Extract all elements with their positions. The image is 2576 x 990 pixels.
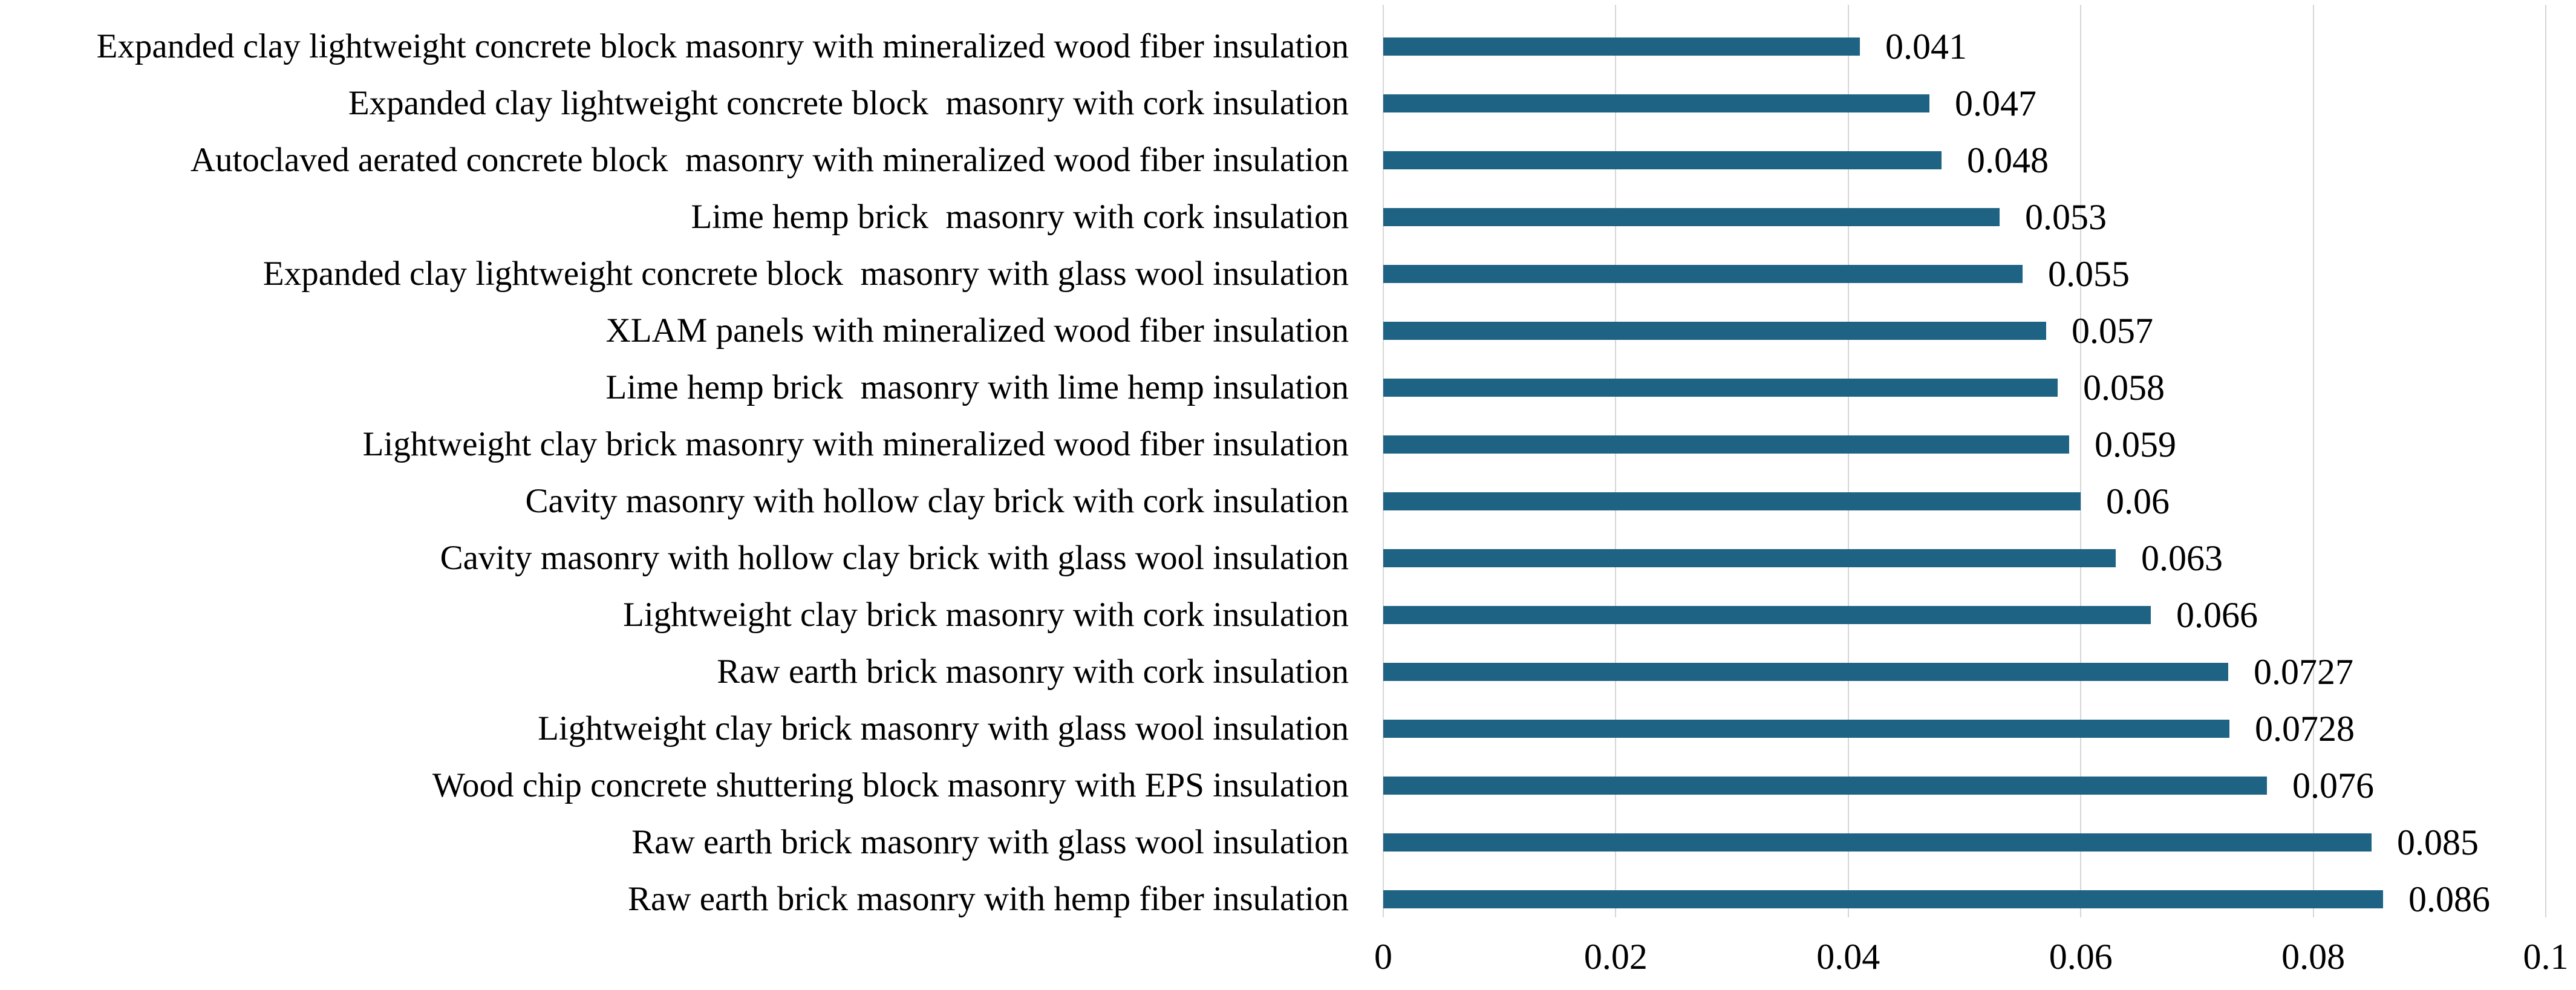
category-label: Wood chip concrete shuttering block maso… — [432, 766, 1349, 804]
category-label: Lightweight clay brick masonry with cork… — [623, 596, 1349, 634]
category-label: Cavity masonry with hollow clay brick wi… — [440, 539, 1349, 577]
gridline — [1383, 5, 1384, 917]
bar-row: Raw earth brick masonry with glass wool … — [0, 814, 2576, 871]
bar[interactable] — [1383, 322, 2046, 340]
category-label: Raw earth brick masonry with hemp fiber … — [628, 880, 1349, 918]
value-label: 0.059 — [2095, 425, 2176, 464]
bar-row: Lightweight clay brick masonry with cork… — [0, 587, 2576, 643]
x-axis-tick-label: 0.1 — [2523, 937, 2569, 977]
category-label: XLAM panels with mineralized wood fiber … — [605, 311, 1349, 350]
bar-row: Lime hemp brick masonry with lime hemp i… — [0, 359, 2576, 416]
x-axis-tick-label: 0.08 — [2281, 937, 2346, 977]
category-label: Expanded clay lightweight concrete block… — [348, 84, 1349, 122]
value-label: 0.048 — [1967, 140, 2049, 180]
gridline — [1615, 5, 1617, 917]
bar[interactable] — [1383, 606, 2151, 624]
bar[interactable] — [1383, 890, 2383, 908]
bar-row: Expanded clay lightweight concrete block… — [0, 18, 2576, 75]
gridline — [1847, 5, 1849, 917]
category-label: Lime hemp brick masonry with lime hemp i… — [605, 368, 1349, 406]
bar-row: Cavity masonry with hollow clay brick wi… — [0, 473, 2576, 530]
category-label: Expanded clay lightweight concrete block… — [96, 27, 1349, 65]
x-axis-tick-label: 0.04 — [1816, 937, 1880, 977]
value-label: 0.057 — [2072, 311, 2153, 351]
bar-row: Raw earth brick masonry with hemp fiber … — [0, 871, 2576, 928]
category-label: Lime hemp brick masonry with cork insula… — [691, 198, 1349, 236]
bar-row: Lightweight clay brick masonry with glas… — [0, 700, 2576, 757]
bar-row: Lightweight clay brick masonry with mine… — [0, 416, 2576, 473]
bar[interactable] — [1383, 379, 2058, 397]
category-label: Lightweight clay brick masonry with mine… — [362, 425, 1349, 463]
bar-row: Raw earth brick masonry with cork insula… — [0, 643, 2576, 700]
x-axis-tick-label: 0 — [1374, 937, 1392, 977]
value-label: 0.086 — [2408, 879, 2490, 919]
value-label: 0.053 — [2025, 197, 2107, 237]
bar[interactable] — [1383, 720, 2229, 738]
category-label: Lightweight clay brick masonry with glas… — [538, 709, 1349, 747]
bar[interactable] — [1383, 265, 2023, 283]
value-label: 0.041 — [1885, 27, 1967, 67]
value-label: 0.047 — [1955, 83, 2036, 123]
bar[interactable] — [1383, 492, 2081, 510]
bar[interactable] — [1383, 549, 2116, 567]
category-label: Cavity masonry with hollow clay brick wi… — [525, 482, 1349, 520]
bar[interactable] — [1383, 37, 1860, 56]
category-label: Expanded clay lightweight concrete block… — [262, 255, 1349, 293]
bar[interactable] — [1383, 208, 2000, 226]
bar-row: Expanded clay lightweight concrete block… — [0, 75, 2576, 132]
value-label: 0.085 — [2397, 822, 2479, 862]
bar[interactable] — [1383, 94, 1929, 112]
bar[interactable] — [1383, 663, 2228, 681]
bar-row: Cavity masonry with hollow clay brick wi… — [0, 530, 2576, 587]
value-label: 0.055 — [2048, 254, 2130, 294]
category-label: Autoclaved aerated concrete block masonr… — [190, 141, 1349, 179]
bar-row: Wood chip concrete shuttering block maso… — [0, 757, 2576, 814]
bar-row: Expanded clay lightweight concrete block… — [0, 246, 2576, 302]
category-label: Raw earth brick masonry with glass wool … — [631, 823, 1349, 861]
bar[interactable] — [1383, 151, 1942, 169]
value-label: 0.076 — [2292, 766, 2374, 806]
gridline — [2545, 5, 2546, 917]
value-label: 0.063 — [2141, 538, 2223, 578]
gridline — [2080, 5, 2082, 917]
gridline — [2312, 5, 2314, 917]
value-label: 0.0728 — [2255, 709, 2355, 749]
value-label: 0.058 — [2083, 368, 2165, 408]
value-label: 0.06 — [2106, 481, 2170, 521]
value-label: 0.0727 — [2254, 652, 2353, 692]
bar-row: Autoclaved aerated concrete block masonr… — [0, 132, 2576, 189]
category-label: Raw earth brick masonry with cork insula… — [717, 653, 1349, 691]
x-axis-tick-label: 0.06 — [2049, 937, 2113, 977]
bar-row: Lime hemp brick masonry with cork insula… — [0, 189, 2576, 246]
x-axis-tick-label: 0.02 — [1583, 937, 1648, 977]
bar[interactable] — [1383, 833, 2372, 852]
bar[interactable] — [1383, 777, 2267, 795]
value-label: 0.066 — [2176, 595, 2258, 635]
bar-row: XLAM panels with mineralized wood fiber … — [0, 302, 2576, 359]
bar[interactable] — [1383, 435, 2069, 454]
